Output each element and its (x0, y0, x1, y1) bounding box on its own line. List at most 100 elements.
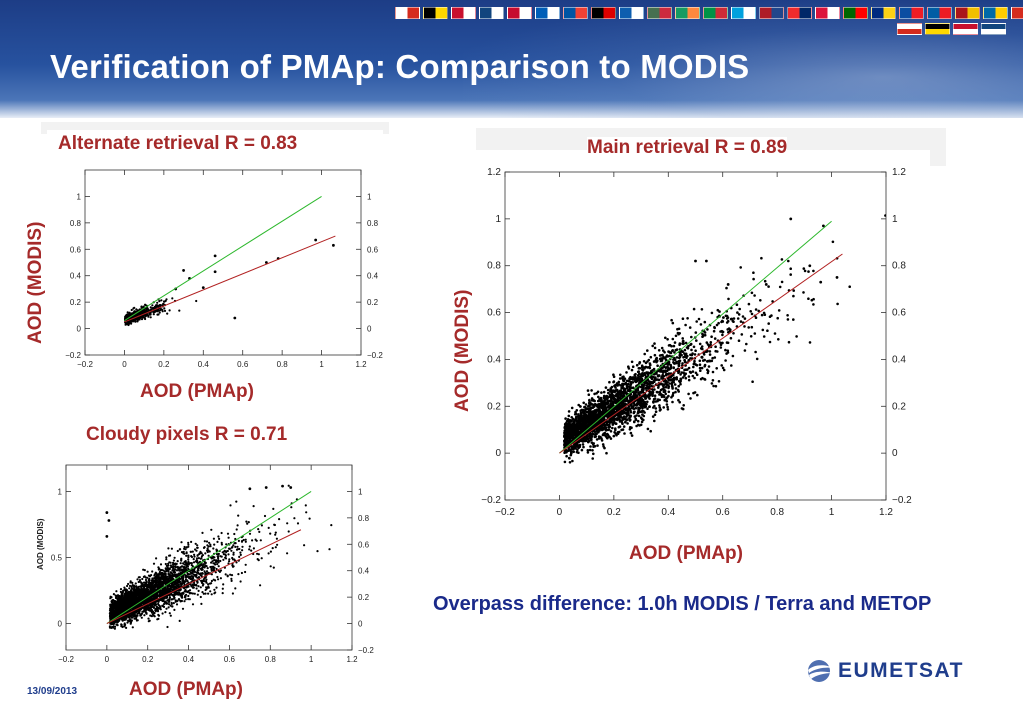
scatter-point (682, 356, 685, 359)
scatter-point (737, 313, 741, 316)
y-tick-label: 1 (77, 192, 82, 201)
scatter-point (126, 311, 129, 314)
scatter-point (230, 579, 233, 583)
scatter-point (195, 587, 198, 590)
scatter-point (568, 461, 572, 464)
y-tick-label: 0.8 (70, 219, 82, 228)
scatter-point (658, 393, 661, 396)
scatter-point (316, 550, 319, 553)
scatter-point (690, 335, 693, 339)
scatter-point (269, 532, 272, 535)
scatter-point (659, 368, 663, 371)
scatter-point (159, 309, 162, 312)
scatter-point (767, 285, 770, 288)
scatter-point (198, 552, 201, 555)
scatter-point (692, 307, 696, 311)
scatter-point (246, 522, 249, 525)
scatter-point (152, 562, 156, 565)
scatter-point (689, 371, 693, 374)
scatter-point (163, 307, 166, 310)
scatter-point (564, 417, 567, 420)
scatter-point (142, 314, 146, 317)
scatter-point (156, 313, 159, 316)
scatter-point (190, 555, 194, 559)
scatter-point (197, 589, 200, 593)
scatter-point (729, 328, 732, 332)
scatter-point (757, 309, 760, 313)
right-y-tick-label: 1.2 (892, 167, 906, 178)
scatter-point (167, 570, 170, 573)
scatter-point (170, 547, 173, 550)
scatter-point (634, 406, 638, 410)
outlier-point (332, 243, 335, 247)
scatter-point (679, 382, 682, 386)
scatter-point (136, 578, 139, 581)
flag-icon (955, 7, 980, 19)
scatter-point (207, 554, 210, 557)
scatter-point (151, 307, 154, 310)
x-tick-label: 0 (557, 507, 563, 518)
flag-icon (925, 23, 950, 35)
scatter-point (139, 614, 142, 617)
scatter-point (612, 380, 615, 384)
scatter-point (130, 308, 133, 312)
right-y-tick-label: 0 (367, 325, 372, 334)
x-tick-label: 1 (829, 507, 835, 518)
scatter-point (771, 300, 774, 303)
scatter-point (653, 394, 657, 398)
scatter-point (666, 338, 669, 341)
flag-icon (871, 7, 896, 19)
scatter-point (132, 312, 135, 315)
scatter-point (684, 341, 688, 345)
scatter-point (768, 315, 772, 319)
scatter-point (670, 318, 673, 322)
scatter-point (787, 259, 790, 263)
scatter-point (236, 545, 239, 548)
scatter-point (753, 332, 757, 335)
scatter-point (579, 411, 583, 415)
scatter-point (171, 297, 174, 300)
scatter-point (259, 584, 262, 587)
scatter-point (710, 311, 714, 315)
scatter-point (712, 384, 715, 388)
scatter-point (673, 341, 677, 344)
scatter-point (648, 405, 651, 409)
scatter-point (250, 549, 253, 552)
scatter-point (753, 294, 756, 297)
scatter-point (254, 538, 257, 541)
flag-icon (899, 7, 924, 19)
right-y-tick-label: −0.2 (367, 351, 383, 360)
scatter-point (575, 409, 579, 412)
scatter-point (884, 214, 886, 217)
flag-icon (563, 7, 588, 19)
scatter-point (267, 526, 270, 530)
scatter-point (743, 349, 747, 352)
scatter-point (217, 578, 220, 581)
scatter-point (630, 434, 634, 437)
scatter-point (239, 580, 242, 583)
scatter-point (161, 308, 164, 311)
scatter-point (137, 318, 140, 321)
scatter-point (681, 362, 684, 365)
scatter-point (619, 373, 622, 377)
scatter-point (763, 313, 767, 317)
scatter-point (227, 536, 230, 539)
right-y-tick-label: −0.2 (892, 495, 912, 506)
scatter-point (676, 327, 679, 331)
scatter-point (207, 592, 210, 595)
scatter-point (209, 565, 212, 569)
x-tick-label: −0.2 (77, 360, 93, 369)
scatter-point (641, 406, 644, 409)
scatter-point (235, 500, 238, 503)
y-tick-label: 1 (495, 214, 501, 225)
scatter-point (155, 304, 158, 307)
scatter-point (567, 410, 571, 413)
scatter-point (597, 435, 601, 438)
scatter-point (754, 350, 757, 354)
right-y-tick-label: 0 (358, 620, 363, 629)
y-tick-label: 0.4 (487, 354, 501, 365)
scatter-point (693, 359, 696, 363)
scatter-point (616, 384, 619, 387)
scatter-point (248, 548, 251, 551)
scatter-point (667, 385, 671, 388)
